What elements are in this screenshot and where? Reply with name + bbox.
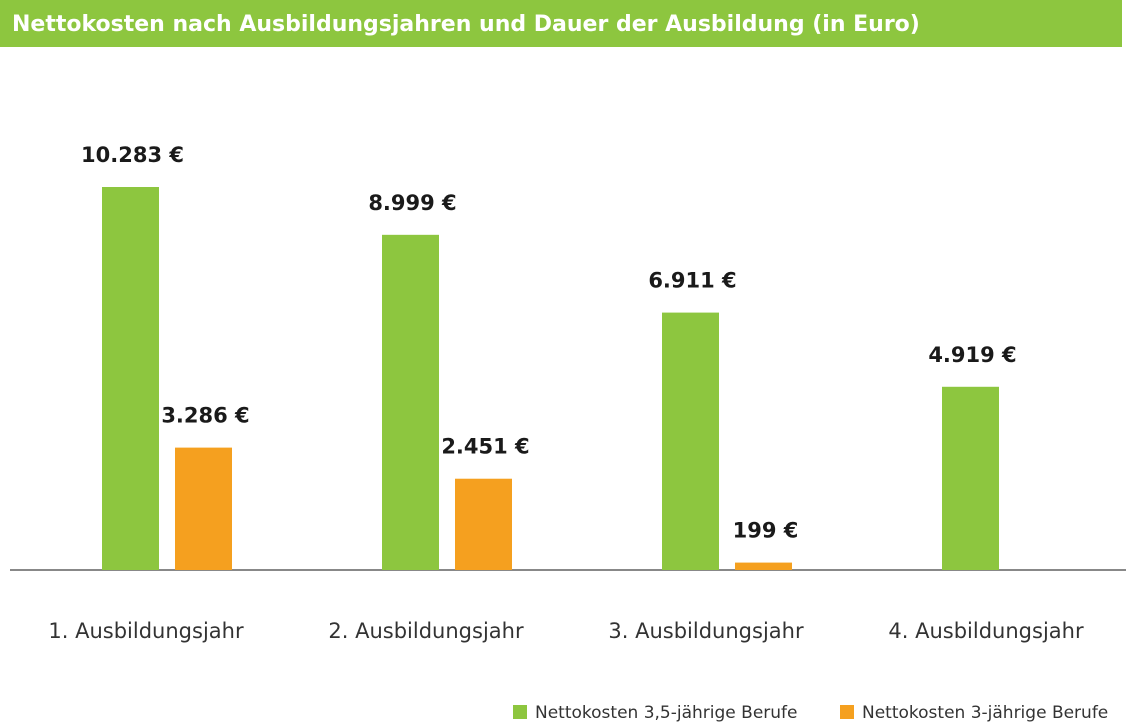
- legend-swatch: [840, 705, 854, 719]
- chart-title: Nettokosten nach Ausbildungsjahren und D…: [12, 12, 920, 37]
- x-tick-label: 1. Ausbildungsjahr: [48, 619, 244, 643]
- x-tick-label: 3. Ausbildungsjahr: [608, 619, 804, 643]
- x-tick-label: 2. Ausbildungsjahr: [328, 619, 524, 643]
- title-bar: [0, 0, 1122, 47]
- value-label: 8.999 €: [368, 191, 456, 215]
- legend-label: Nettokosten 3-jährige Berufe: [862, 703, 1108, 723]
- value-label: 10.283 €: [81, 143, 184, 167]
- value-label: 6.911 €: [648, 269, 736, 293]
- value-label: 3.286 €: [161, 404, 249, 428]
- legend-label: Nettokosten 3,5-jährige Berufe: [535, 703, 798, 723]
- bar: [662, 312, 719, 570]
- bar: [382, 234, 439, 570]
- bar: [735, 562, 792, 570]
- value-label: 4.919 €: [928, 343, 1016, 367]
- value-label: 199 €: [733, 519, 799, 543]
- legend-swatch: [513, 705, 527, 719]
- bar: [455, 478, 512, 570]
- bar: [102, 187, 159, 570]
- bar: [942, 386, 999, 570]
- bar: [175, 447, 232, 570]
- value-label: 2.451 €: [441, 435, 529, 459]
- x-tick-label: 4. Ausbildungsjahr: [888, 619, 1084, 643]
